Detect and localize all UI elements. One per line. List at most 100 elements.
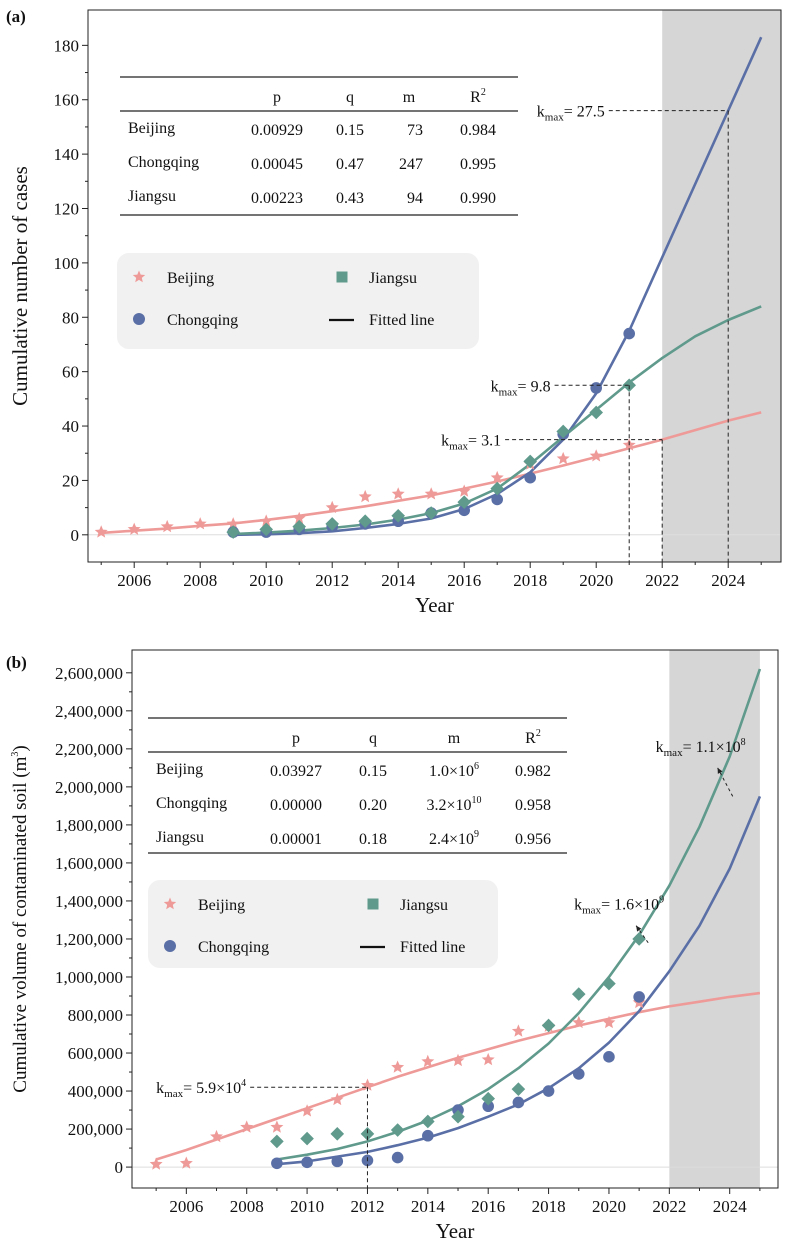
data-point-jiangsu — [451, 1109, 465, 1124]
panel-label: (a) — [6, 7, 26, 26]
x-tick-label: 2018 — [532, 1197, 566, 1216]
kmax-annotation: kmax= 3.1 — [441, 433, 501, 453]
data-point-jiangsu — [490, 481, 504, 496]
kmax-annotation: kmax= 5.9×104 — [156, 1078, 246, 1100]
data-point-jiangsu — [360, 1127, 375, 1141]
table-cell-q: 0.43 — [336, 190, 364, 207]
y-tick-label: 1,000,000 — [55, 968, 123, 987]
y-tick-label: 1,200,000 — [55, 930, 123, 949]
forecast-shaded-region — [669, 650, 760, 1188]
data-point-beijing — [193, 517, 207, 530]
y-axis-title: Cumulative number of cases — [8, 166, 32, 406]
data-point-beijing — [259, 514, 273, 527]
y-tick-label: 120 — [54, 200, 80, 219]
fitted-line-jiangsu — [276, 668, 762, 1161]
table-header-r2: R2 — [525, 728, 541, 747]
data-point-beijing — [391, 487, 405, 500]
data-point-chongqing — [603, 1051, 615, 1063]
x-tick-label: 2022 — [652, 1197, 686, 1216]
data-point-jiangsu — [421, 1114, 435, 1129]
data-point-beijing — [94, 525, 108, 538]
kmax-annotation: kmax= 27.5 — [537, 104, 605, 124]
x-tick-label: 2012 — [315, 571, 349, 590]
legend-label-beijing: Beijing — [167, 270, 214, 287]
x-axis-title: Year — [436, 1219, 475, 1243]
data-point-beijing — [240, 1120, 254, 1133]
data-point-chongqing — [301, 1156, 313, 1169]
y-tick-label: 0 — [71, 526, 80, 545]
data-point-beijing — [160, 519, 174, 533]
table-cell-q: 0.15 — [336, 122, 364, 139]
data-point-beijing — [330, 1092, 344, 1106]
data-point-jiangsu — [300, 1131, 314, 1146]
table-cell-p: 0.00223 — [251, 190, 303, 207]
data-point-beijing — [226, 517, 240, 530]
legend-label-beijing: Beijing — [198, 897, 245, 914]
table-cell-r2: 0.958 — [515, 797, 551, 814]
data-point-jiangsu — [523, 454, 537, 469]
table-cell-r2: 0.984 — [460, 122, 496, 139]
data-point-beijing — [300, 1104, 314, 1117]
chart-panel-a: 0 20 40 60 80 100 120 140 160 180 2006 2008 2010 2012… — [6, 7, 782, 617]
table-cell-m: 94 — [407, 190, 423, 207]
y-tick-label: 200,000 — [68, 1120, 123, 1139]
data-point-jiangsu — [270, 1134, 284, 1149]
data-point-beijing — [391, 1060, 405, 1073]
data-point-beijing — [602, 1015, 616, 1029]
x-tick-label: 2006 — [117, 571, 151, 590]
data-point-chongqing — [491, 493, 504, 506]
y-tick-label: 800,000 — [68, 1006, 123, 1025]
data-point-beijing — [179, 1156, 193, 1169]
table-cell-q: 0.47 — [336, 156, 364, 173]
data-point-beijing — [149, 1157, 163, 1170]
y-tick-label: 1,600,000 — [55, 854, 123, 873]
data-point-chongqing — [271, 1157, 283, 1170]
data-point-beijing — [572, 1015, 586, 1029]
table-header-p: p — [292, 730, 300, 747]
y-tick-label: 2,000,000 — [55, 778, 123, 797]
data-point-chongqing — [391, 1151, 404, 1164]
x-tick-label: 2022 — [645, 571, 679, 590]
x-tick-label: 2010 — [249, 571, 283, 590]
data-point-beijing — [358, 489, 372, 503]
table-cell-r2: 0.956 — [515, 831, 551, 848]
y-tick-label: 2,400,000 — [55, 702, 123, 721]
table-cell-p: 0.03927 — [270, 763, 322, 780]
data-point-beijing — [556, 451, 570, 465]
table-header-p: p — [273, 89, 281, 106]
kmax-annotation: kmax= 1.1×108 — [656, 737, 746, 759]
kmax-annotation: kmax= 9.8 — [491, 378, 551, 398]
legend-label-fitted: Fitted line — [369, 312, 434, 329]
table-cell-m: 2.4×109 — [429, 829, 479, 848]
table-cell-q: 0.15 — [359, 763, 387, 780]
legend-box — [117, 253, 479, 349]
data-point-beijing — [589, 449, 603, 462]
x-tick-label: 2024 — [711, 571, 746, 590]
table-cell-p: 0.00000 — [270, 797, 322, 814]
data-point-beijing — [424, 487, 438, 500]
data-point-beijing — [210, 1129, 223, 1143]
y-tick-label: 60 — [62, 363, 79, 382]
data-point-jiangsu — [424, 506, 438, 520]
x-tick-label: 2006 — [169, 1197, 203, 1216]
x-tick-label: 2016 — [471, 1197, 505, 1216]
table-cell-r2: 0.982 — [515, 763, 551, 780]
table-header-r2: R2 — [470, 87, 486, 106]
y-tick-label: 40 — [62, 417, 79, 436]
data-point-chongqing — [633, 991, 645, 1003]
data-point-jiangsu — [259, 522, 273, 537]
data-point-jiangsu — [457, 495, 471, 509]
data-point-chongqing — [331, 1155, 344, 1168]
data-point-chongqing — [542, 1085, 555, 1097]
data-point-jiangsu — [541, 1018, 556, 1033]
y-tick-label: 20 — [62, 471, 79, 490]
legend-label-jiangsu: Jiangsu — [369, 270, 417, 287]
x-tick-label: 2014 — [411, 1197, 446, 1216]
plot-frame — [131, 649, 779, 1189]
x-tick-label: 2014 — [381, 571, 416, 590]
x-tick-label: 2012 — [350, 1197, 384, 1216]
data-point-beijing — [127, 522, 141, 535]
legend-marker-beijing — [163, 897, 177, 910]
legend-box — [148, 880, 498, 968]
